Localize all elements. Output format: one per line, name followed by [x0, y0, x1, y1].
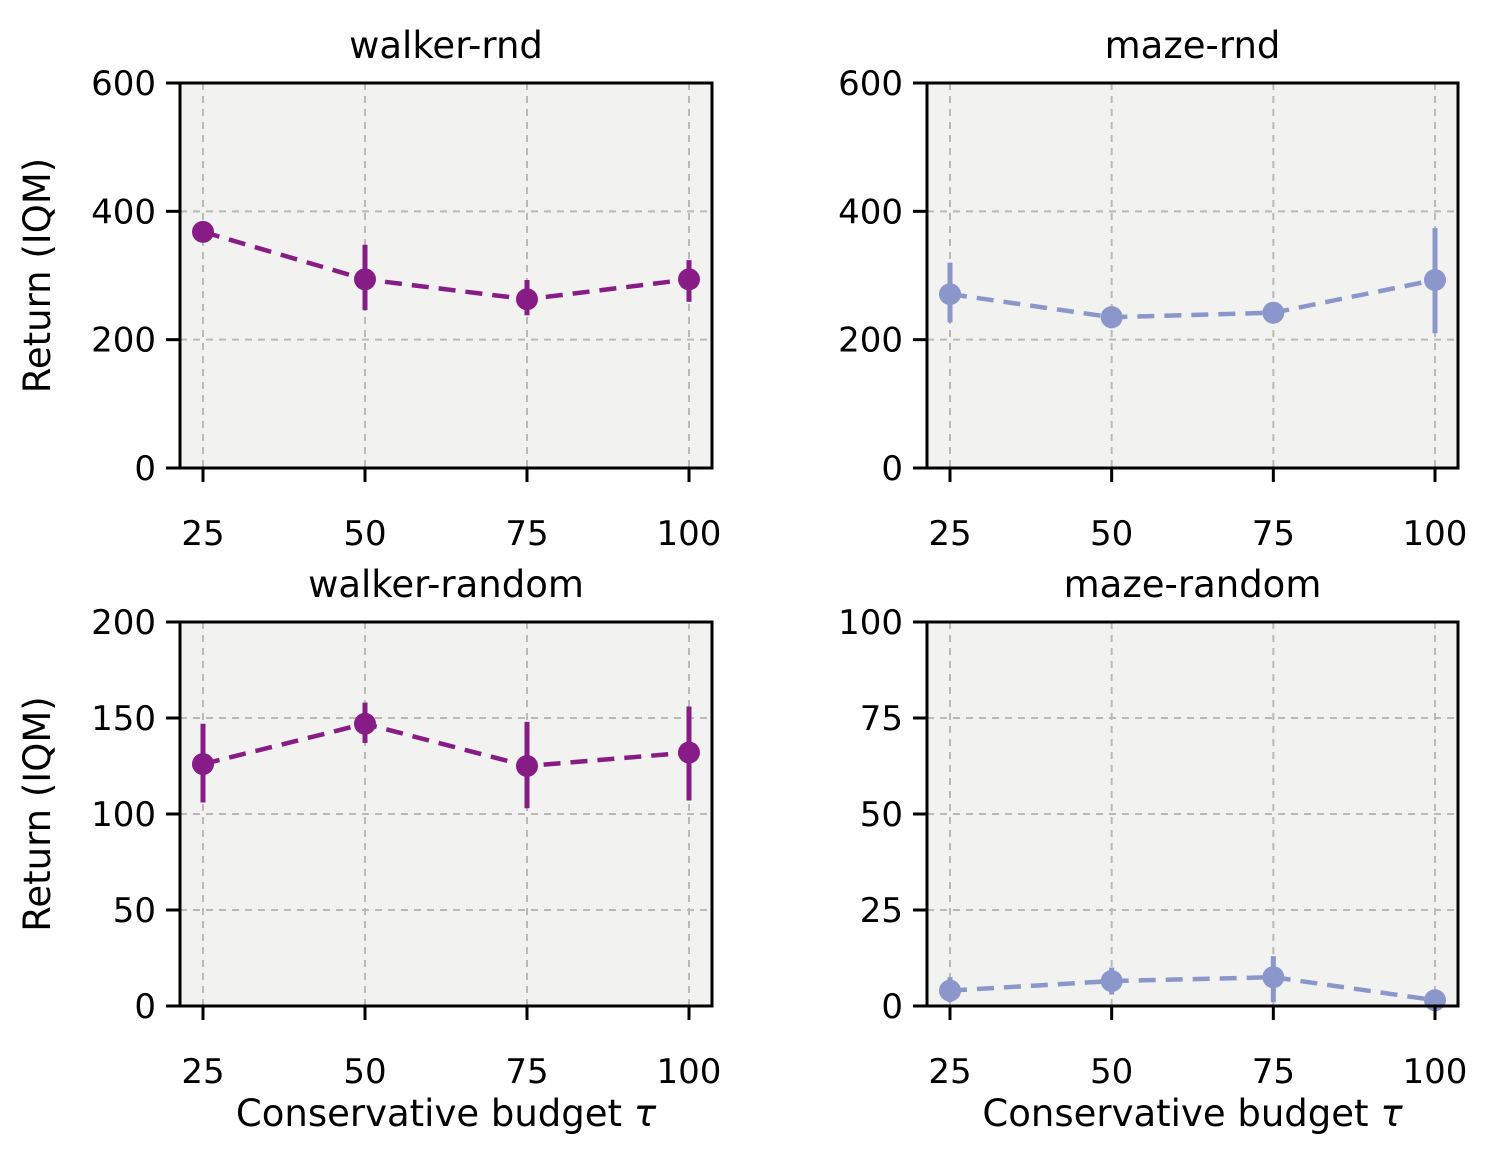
y-tick-label: 100	[838, 603, 903, 643]
y-tick-label: 600	[91, 64, 156, 104]
y-tick-label: 0	[881, 987, 903, 1027]
data-point-x50	[354, 712, 376, 735]
data-point-x75	[1262, 301, 1285, 324]
x-tick-label: 75	[505, 1052, 548, 1092]
data-point-x25	[939, 979, 961, 1002]
data-point-x75	[1262, 966, 1285, 989]
y-tick-label: 50	[113, 891, 156, 931]
y-tick-label: 75	[860, 699, 903, 739]
data-point-x75	[516, 755, 538, 777]
chart-title: maze-rnd	[1105, 24, 1281, 67]
chart-maze-random: 0 25 50 75 100 25 50 75 100 maze-random Conservati…	[838, 563, 1467, 1135]
markers	[939, 268, 1446, 329]
x-tick-label: 25	[181, 1052, 224, 1092]
series-line	[949, 974, 1436, 1003]
data-point-x50	[354, 268, 376, 291]
y-tick-label: 0	[134, 449, 156, 489]
y-axis-label: Return (IQM)	[16, 696, 59, 931]
plot-area	[927, 83, 1458, 468]
y-tick-label: 400	[838, 192, 903, 232]
chart-title: maze-random	[1064, 563, 1322, 606]
x-axis-label: Conservative budget τ	[982, 1092, 1403, 1135]
y-tick-label: 200	[91, 603, 156, 643]
chart-title: walker-rnd	[349, 24, 543, 67]
y-tick-label: 100	[91, 795, 156, 835]
data-point-x25	[192, 220, 214, 243]
x-tick-label: 50	[343, 514, 386, 554]
axes-spines	[925, 81, 1460, 470]
x-tick-label: 50	[1090, 1052, 1133, 1092]
chart-title: walker-random	[308, 563, 584, 606]
markers	[192, 220, 700, 311]
data-point-x100	[678, 741, 700, 764]
series-line	[202, 229, 690, 302]
tick-marks	[913, 81, 1437, 482]
y-tick-label: 50	[860, 795, 903, 835]
y-axis-label: Return (IQM)	[16, 158, 59, 393]
tick-marks	[166, 620, 691, 1020]
data-point-x25	[192, 753, 214, 776]
x-tick-label: 25	[928, 1052, 971, 1092]
series-line	[949, 277, 1436, 320]
x-axis-label: Conservative budget τ	[236, 1092, 657, 1135]
y-tick-label: 150	[91, 699, 156, 739]
x-tick-label: 100	[657, 514, 722, 554]
y-tick-label: 0	[134, 987, 156, 1027]
x-tick-label: 100	[1403, 1052, 1468, 1092]
x-tick-label: 100	[1403, 514, 1468, 554]
y-tick-label: 200	[91, 321, 156, 361]
chart-walker-random: 0 50 100 150 200 25 50 75 100 walker-random Return…	[16, 563, 721, 1135]
chart-walker-rnd: 0 200 400 600 25 50 75 100 walker-rnd Return (IQM…	[16, 24, 721, 554]
markers	[192, 712, 700, 777]
x-tick-label: 75	[1252, 514, 1295, 554]
axes-spines	[178, 81, 714, 470]
plot-area	[180, 83, 712, 468]
x-tick-label: 50	[343, 1052, 386, 1092]
x-tick-label: 25	[928, 514, 971, 554]
y-tick-label: 200	[838, 321, 903, 361]
x-tick-label: 75	[1252, 1052, 1295, 1092]
x-tick-label: 75	[505, 514, 548, 554]
data-point-x50	[1100, 970, 1123, 993]
data-point-x75	[516, 288, 538, 311]
x-tick-label: 25	[181, 514, 224, 554]
x-tick-label: 100	[657, 1052, 722, 1092]
tick-marks	[913, 620, 1437, 1020]
y-tick-label: 400	[91, 192, 156, 232]
series-line	[202, 721, 690, 769]
chart-maze-rnd: 0 200 400 600 25 50 75 100 maze-rnd	[838, 24, 1467, 554]
data-point-x100	[1424, 268, 1446, 291]
data-point-x100	[678, 268, 700, 291]
y-tick-label: 0	[881, 449, 903, 489]
x-tick-label: 50	[1090, 514, 1133, 554]
y-tick-label: 600	[838, 64, 903, 104]
data-point-x50	[1100, 306, 1123, 329]
tick-marks	[166, 81, 691, 482]
data-point-x25	[939, 283, 961, 306]
y-tick-label: 25	[860, 891, 903, 931]
